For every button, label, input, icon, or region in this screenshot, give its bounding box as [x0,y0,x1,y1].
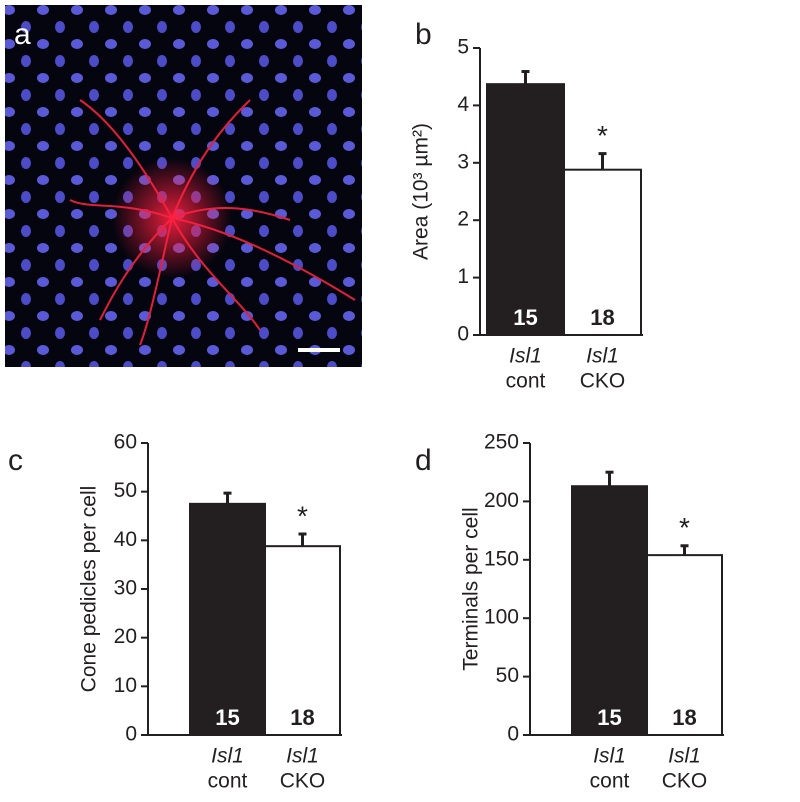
bar [264,545,341,736]
panel-label: b [415,18,432,51]
y-tick-label: 4 [457,93,469,116]
y-axis-label: Area (10³ µm²) [410,123,433,260]
gene-label: Isl1 [668,745,701,768]
bar [189,502,266,737]
sample-size: 15 [597,705,621,730]
y-tick-label: 40 [114,528,137,551]
y-tick-label: 200 [484,489,519,512]
sample-size: 15 [513,305,537,330]
gene-label: Isl1 [509,345,542,368]
y-tick-label: 60 [114,431,137,454]
panel-label: d [415,444,432,477]
y-tick-label: 2 [457,208,469,231]
x-tick-label: CKO [580,370,626,393]
y-tick-label: 50 [496,664,519,687]
y-tick-label: 100 [484,606,519,629]
y-tick-label: 150 [484,547,519,570]
x-tick-label: cont [506,370,546,393]
x-tick-label: CKO [662,770,708,793]
y-tick-label: 0 [125,723,137,746]
y-axis-label: Terminals per cell [460,507,483,670]
significance-mark: * [597,120,608,151]
y-tick-label: 1 [457,265,469,288]
x-tick-label: cont [208,770,248,793]
gene-label: Isl1 [586,345,619,368]
sample-size: 18 [590,305,614,330]
gene-label: Isl1 [286,745,319,768]
significance-mark: * [679,512,690,543]
bar [571,485,648,736]
panel-label: c [8,444,23,477]
sample-size: 18 [672,705,696,730]
sample-size: 15 [215,705,239,730]
y-tick-label: 20 [114,625,137,648]
y-axis-label: Cone pedicles per cell [78,486,101,693]
panel-label: a [14,18,31,51]
y-tick-label: 3 [457,150,469,173]
x-tick-label: CKO [280,770,326,793]
bar [486,83,565,336]
x-tick-label: cont [590,770,630,793]
y-tick-label: 10 [114,674,137,697]
y-tick-label: 0 [507,723,519,746]
y-tick-label: 0 [457,323,469,346]
y-tick-label: 50 [114,479,137,502]
y-tick-label: 5 [457,36,469,59]
y-tick-label: 30 [114,577,137,600]
sample-size: 18 [290,705,314,730]
y-tick-label: 250 [484,431,519,454]
micrograph [5,5,362,367]
gene-label: Isl1 [211,745,244,768]
gene-label: Isl1 [593,745,626,768]
significance-mark: * [297,500,308,531]
